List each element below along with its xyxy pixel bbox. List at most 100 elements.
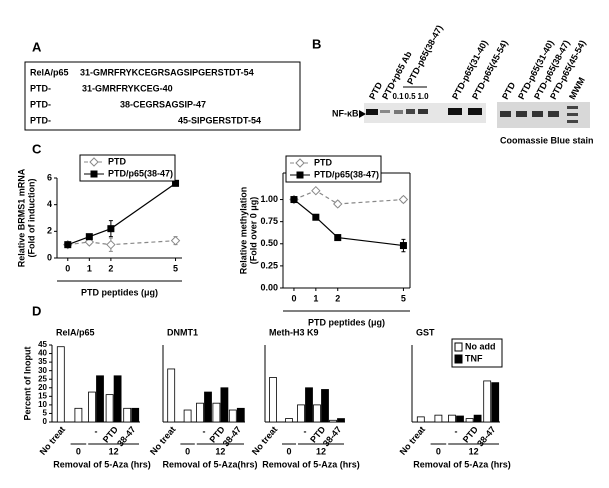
bar <box>56 346 65 423</box>
legend-label: TNF <box>465 353 483 363</box>
legend-marker <box>296 171 304 179</box>
y-tick-label: 0.75 <box>260 216 278 226</box>
bar <box>123 407 132 423</box>
peptide-sequence: 38-CEGRSAGSIP-47 <box>120 99 206 109</box>
y-tick-label: 20 <box>38 383 47 392</box>
dose-label: 0.5 <box>404 92 416 101</box>
y-tick-label: 10 <box>38 400 47 409</box>
bar <box>416 416 425 423</box>
y-tick-label: 0.25 <box>260 260 278 270</box>
data-point <box>312 213 320 221</box>
group-label: 0 <box>436 446 441 456</box>
series-line <box>293 190 404 205</box>
legend-label: PTD/p65(38-47) <box>108 168 173 178</box>
gel-caption: Coomassie Blue stain <box>500 135 594 145</box>
bar <box>297 404 305 423</box>
chart-title: RelA/p65 <box>56 327 95 337</box>
bar <box>183 409 192 423</box>
gel-band <box>500 111 511 117</box>
legend-marker <box>90 170 98 178</box>
bar <box>313 404 321 423</box>
y-tick-label: 30 <box>38 366 47 375</box>
x-tick-label: No treat <box>38 424 68 456</box>
y-axis-label: Percent of Inoput <box>22 346 32 420</box>
arrow <box>359 110 366 118</box>
bar <box>196 402 204 423</box>
group-label: 12 <box>316 446 326 456</box>
panel-label: B <box>312 36 321 51</box>
bar <box>131 407 140 423</box>
x-tick-label: 38-47 <box>475 424 497 448</box>
group-label: 0 <box>185 446 190 456</box>
x-tick-label: 1 <box>313 293 318 303</box>
lane-label: MWM <box>567 76 587 101</box>
y-tick-label: 4 <box>47 199 52 209</box>
x-axis-label: Removal of 5-Aza (hrs) <box>413 459 511 469</box>
group-label: 12 <box>215 446 225 456</box>
x-axis-label: PTD peptides (μg) <box>81 287 158 297</box>
bar <box>491 382 500 423</box>
gel-band <box>448 108 462 115</box>
x-tick-label: No treat <box>398 424 428 456</box>
data-point <box>64 241 72 249</box>
x-tick-label: 38-47 <box>115 424 137 448</box>
y-tick-label: 0 <box>47 252 52 262</box>
data-point <box>333 199 343 209</box>
x-tick-label: 38-47 <box>321 424 343 448</box>
gel-band <box>406 109 415 114</box>
bar <box>236 407 245 423</box>
group-label: 0 <box>76 446 81 456</box>
series-line <box>293 199 404 247</box>
bar <box>285 418 293 423</box>
y-tick-label: 45 <box>38 340 47 349</box>
gel-band <box>567 120 578 123</box>
y-tick-label: 5 <box>43 409 48 418</box>
gel-band <box>548 111 559 117</box>
bar <box>434 414 443 423</box>
data-point <box>107 225 115 233</box>
peptide-sequence: 45-SIPGERSTDT-54 <box>178 115 261 125</box>
bar <box>88 391 96 423</box>
y-axis-label: (Fold of induction) <box>26 179 36 258</box>
peptide-name: PTD- <box>30 99 51 109</box>
x-tick-label: 5 <box>401 293 406 303</box>
group-label: 12 <box>469 446 479 456</box>
group-label: 0 <box>286 446 291 456</box>
data-point <box>170 235 181 246</box>
band-label: NF-κB <box>332 108 359 118</box>
data-point <box>398 194 409 205</box>
x-tick-label: - <box>95 426 98 436</box>
x-tick-label: 0 <box>291 293 296 303</box>
panel-label: C <box>32 141 42 156</box>
data-point <box>106 239 116 250</box>
y-tick-label: 6 <box>47 172 52 182</box>
data-point <box>172 179 180 187</box>
gel-band <box>366 109 378 115</box>
gel-band <box>532 111 543 117</box>
chart-title: DNMT1 <box>167 327 198 337</box>
legend-label: No add <box>465 341 496 351</box>
bar <box>329 419 337 423</box>
gel-band <box>567 113 578 116</box>
gel-band <box>380 110 390 113</box>
y-tick-label: 1.00 <box>260 194 278 204</box>
bar <box>269 377 277 423</box>
peptide-name: RelA/p65 <box>30 67 69 77</box>
sequence-box <box>24 61 301 131</box>
y-tick-label: 2 <box>47 226 52 236</box>
bar <box>96 375 104 423</box>
y-axis-label: Relative BRMS1 mRNA <box>16 168 26 267</box>
x-tick-label: 1 <box>87 263 92 273</box>
bar <box>105 394 114 423</box>
legend-label: PTD <box>314 157 333 167</box>
bar <box>167 368 176 423</box>
x-tick-label: - <box>203 426 206 436</box>
gel-band <box>516 111 527 117</box>
bar <box>204 391 212 423</box>
y-tick-label: 0 <box>43 417 48 426</box>
bar <box>212 402 221 423</box>
series-line <box>67 240 176 246</box>
x-tick-label: 2 <box>335 293 340 303</box>
data-point <box>311 185 321 196</box>
group-label: 12 <box>109 446 119 456</box>
